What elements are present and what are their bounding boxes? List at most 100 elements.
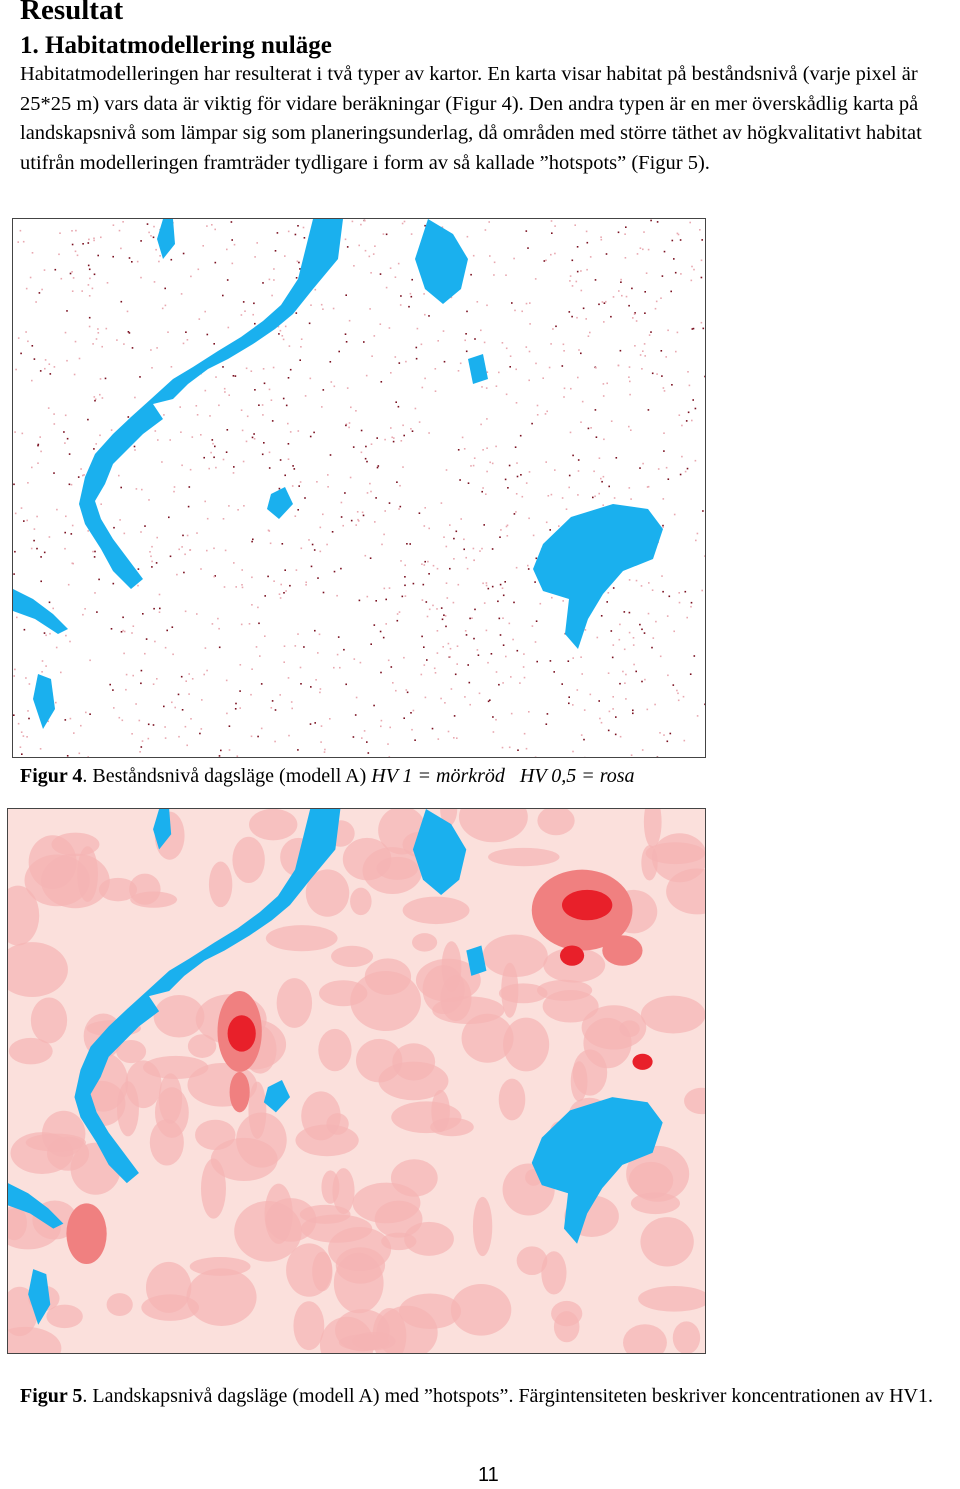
habitat-pixel — [69, 272, 72, 275]
habitat-pixel — [539, 602, 542, 605]
habitat-pixel — [602, 475, 605, 478]
habitat-pixel — [598, 457, 601, 459]
habitat-pixel — [186, 744, 188, 747]
habitat-pixel — [499, 634, 502, 636]
habitat-pixel — [360, 451, 363, 454]
habitat-pixel — [94, 398, 97, 400]
habitat-density — [158, 1073, 183, 1124]
habitat-pixel — [576, 316, 578, 319]
habitat-pixel — [677, 233, 680, 236]
habitat-pixel — [82, 613, 84, 616]
habitat-pixel — [383, 587, 386, 590]
habitat-pixel — [586, 241, 589, 244]
habitat-pixel — [182, 252, 185, 255]
habitat-pixel — [235, 702, 237, 705]
habitat-pixel — [525, 747, 528, 750]
habitat-pixel — [67, 583, 70, 586]
habitat-density — [391, 1101, 462, 1134]
habitat-pixel — [35, 301, 37, 303]
habitat-pixel — [628, 376, 630, 378]
habitat-pixel — [299, 481, 302, 483]
habitat-pixel — [364, 219, 366, 222]
habitat-pixel — [542, 377, 544, 379]
habitat-pixel — [625, 295, 628, 298]
habitat-pixel — [98, 578, 100, 581]
habitat-density — [641, 845, 658, 881]
habitat-pixel — [428, 432, 430, 434]
habitat-pixel — [392, 440, 395, 443]
habitat-pixel — [82, 474, 84, 477]
habitat-pixel — [218, 646, 221, 649]
habitat-pixel — [271, 700, 274, 702]
habitat-pixel — [134, 396, 136, 399]
habitat-pixel — [403, 656, 405, 659]
habitat-pixel — [298, 485, 300, 487]
habitat-pixel — [43, 632, 46, 634]
habitat-pixel — [425, 601, 428, 603]
habitat-pixel — [656, 221, 659, 223]
habitat-pixel — [189, 468, 192, 471]
habitat-pixel — [600, 721, 603, 724]
habitat-pixel — [380, 725, 382, 728]
habitat-pixel — [470, 273, 472, 276]
habitat-pixel — [535, 362, 537, 365]
habitat-density — [638, 1285, 705, 1312]
habitat-pixel — [262, 282, 264, 284]
habitat-pixel — [546, 410, 548, 413]
habitat-pixel — [53, 423, 56, 425]
habitat-pixel — [534, 641, 537, 643]
habitat-pixel — [581, 673, 583, 675]
habitat-pixel — [485, 584, 488, 587]
habitat-pixel — [418, 421, 421, 423]
habitat-pixel — [446, 597, 449, 599]
habitat-pixel — [262, 414, 264, 416]
habitat-pixel — [631, 287, 633, 290]
habitat-pixel — [663, 450, 665, 452]
habitat-pixel — [535, 557, 538, 560]
habitat-pixel — [612, 296, 615, 298]
habitat-pixel — [536, 660, 538, 663]
habitat-pixel — [387, 659, 390, 662]
habitat-pixel — [550, 343, 552, 345]
habitat-pixel — [60, 277, 63, 280]
habitat-pixel — [643, 343, 646, 345]
habitat-pixel — [558, 525, 560, 527]
habitat-pixel — [164, 646, 167, 649]
habitat-pixel — [388, 502, 391, 504]
habitat-pixel — [123, 532, 126, 535]
habitat-pixel — [513, 257, 515, 260]
habitat-pixel — [204, 310, 206, 313]
habitat-pixel — [294, 515, 297, 517]
habitat-pixel — [441, 226, 444, 228]
habitat-pixel — [198, 318, 201, 320]
habitat-pixel — [345, 341, 348, 343]
hotspot — [602, 935, 643, 966]
habitat-pixel — [351, 220, 354, 223]
habitat-density — [130, 891, 178, 908]
habitat-pixel — [58, 253, 60, 256]
habitat-pixel — [625, 673, 627, 676]
habitat-pixel — [684, 590, 687, 593]
habitat-pixel — [350, 519, 353, 522]
habitat-pixel — [71, 230, 73, 232]
hotspot — [559, 945, 585, 966]
habitat-pixel — [545, 461, 547, 463]
habitat-pixel — [135, 488, 138, 490]
habitat-pixel — [618, 290, 620, 292]
habitat-pixel — [123, 343, 125, 345]
habitat-pixel — [363, 341, 365, 343]
habitat-pixel — [372, 253, 375, 255]
habitat-pixel — [153, 281, 156, 283]
habitat-pixel — [196, 532, 198, 534]
habitat-pixel — [213, 575, 215, 578]
habitat-pixel — [396, 613, 399, 615]
habitat-pixel — [370, 443, 373, 445]
habitat-pixel — [118, 474, 120, 477]
hotspot — [561, 889, 613, 921]
habitat-pixel — [81, 290, 83, 292]
habitat-density — [145, 1261, 192, 1313]
habitat-pixel — [505, 347, 508, 350]
habitat-pixel — [380, 381, 383, 383]
habitat-pixel — [483, 524, 485, 526]
